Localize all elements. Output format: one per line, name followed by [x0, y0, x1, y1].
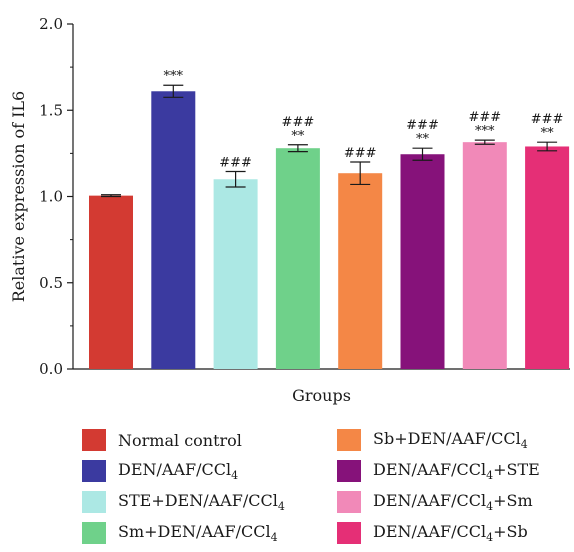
significance-label: ### — [219, 155, 252, 170]
significance-label: ### — [344, 146, 377, 161]
y-axis-title: Relative expression of IL6 — [9, 91, 28, 303]
legend-label: Normal control — [118, 430, 242, 450]
y-tick-label: 2.0 — [39, 15, 63, 33]
bar — [400, 154, 445, 369]
legend-item: DEN/AAF/CCl4+Sm — [337, 490, 533, 514]
bar — [151, 91, 196, 370]
significance-label: ### — [282, 115, 315, 130]
bar — [89, 195, 133, 369]
legend-swatch — [82, 429, 106, 451]
legend-swatch — [82, 491, 106, 513]
significance-label: ### — [406, 118, 439, 133]
significance-label: *** — [164, 69, 184, 84]
bars: ***###**######**### ***###**### — [89, 69, 570, 370]
legend-swatch — [337, 522, 361, 544]
bar — [462, 142, 507, 369]
legend-swatch — [337, 460, 361, 482]
significance-label: ### — [468, 110, 501, 125]
legend-label: DEN/AAF/CCl4+STE — [373, 459, 540, 483]
legend-item: DEN/AAF/CCl4 — [82, 459, 238, 483]
legend-swatch — [337, 429, 361, 451]
legend-item: STE+DEN/AAF/CCl4 — [82, 490, 285, 514]
y-tick-label: 0.5 — [39, 274, 63, 292]
bar — [525, 146, 570, 369]
bar — [275, 148, 320, 369]
y-tick-label: 0.0 — [39, 360, 63, 378]
legend-item: Normal control — [82, 428, 242, 452]
legend-item: DEN/AAF/CCl4+STE — [337, 459, 540, 483]
significance-label: ** — [416, 132, 430, 147]
significance-label: ** — [291, 129, 305, 144]
legend-item: DEN/AAF/CCl4+Sb — [337, 521, 528, 545]
bar — [213, 179, 258, 369]
legend-label: STE+DEN/AAF/CCl4 — [118, 490, 285, 514]
legend-label: DEN/AAF/CCl4 — [118, 459, 239, 483]
x-axis-title: Groups — [292, 386, 351, 405]
legend-swatch — [337, 491, 361, 513]
legend-swatch — [82, 460, 106, 482]
y-tick-label: 1.0 — [39, 188, 63, 206]
bar — [338, 173, 383, 369]
significance-label: ### — [531, 112, 564, 127]
y-tick-label: 1.5 — [39, 101, 63, 119]
bar-chart: 0.00.51.01.52.0 ***###**######**### ***##… — [9, 15, 570, 405]
legend-item: Sb+DEN/AAF/CCl4 — [337, 428, 528, 452]
legend-label: DEN/AAF/CCl4+Sm — [373, 490, 533, 514]
significance-label: *** — [475, 124, 495, 139]
legend-label: Sb+DEN/AAF/CCl4 — [373, 428, 528, 452]
legend-label: Sm+DEN/AAF/CCl4 — [118, 521, 278, 545]
legend-label: DEN/AAF/CCl4+Sb — [373, 521, 528, 545]
legend-item: Sm+DEN/AAF/CCl4 — [82, 521, 278, 545]
legend-swatch — [82, 522, 106, 544]
significance-label: ** — [541, 126, 555, 141]
